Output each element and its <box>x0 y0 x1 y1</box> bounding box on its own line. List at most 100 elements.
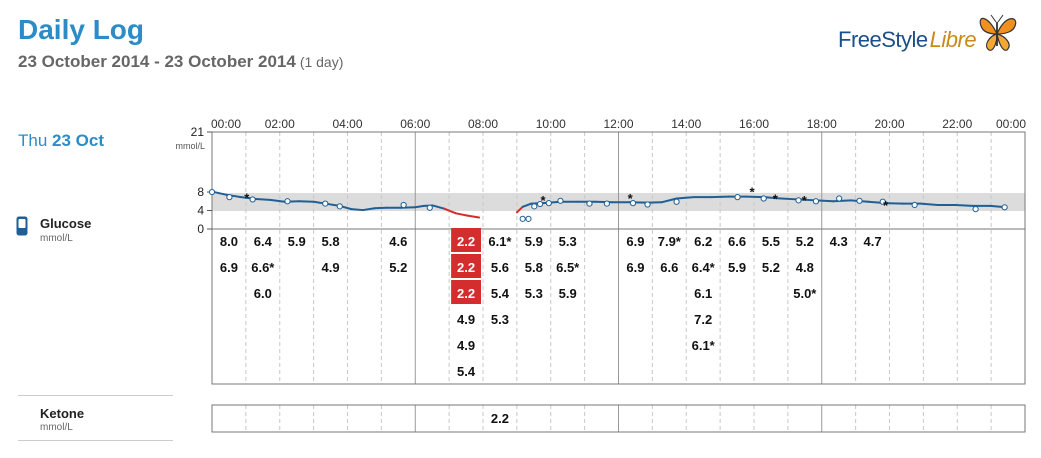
sensor-trace-segment <box>832 199 852 203</box>
low-value-cell <box>451 280 481 304</box>
reading-point <box>795 197 802 204</box>
hourly-value: 2.2 <box>457 286 475 301</box>
reading-point <box>836 195 843 202</box>
hourly-value: 5.9 <box>728 260 746 275</box>
scan-star-marker: * <box>883 198 889 213</box>
hourly-value: 5.9 <box>288 234 306 249</box>
reading-point <box>545 200 552 207</box>
hourly-value: 4.9 <box>322 260 340 275</box>
hourly-value: 4.8 <box>796 260 814 275</box>
hourly-value: 6.6* <box>251 260 275 275</box>
date-range-text: 23 October 2014 - 23 October 2014 <box>18 52 296 71</box>
butterfly-icon <box>979 14 1017 51</box>
section-divider <box>18 395 173 396</box>
hourly-value: 5.0* <box>793 286 817 301</box>
y-tick-label: 21 <box>191 125 205 139</box>
scan-star-marker: * <box>540 193 546 208</box>
sensor-trace-segment <box>466 214 481 219</box>
ketone-label: Ketone <box>40 406 85 421</box>
x-tick-label: 14:00 <box>671 117 701 131</box>
sensor-trace-segment <box>661 197 678 204</box>
section-divider-bottom <box>18 440 173 441</box>
hourly-value: 4.9 <box>457 338 475 353</box>
hourly-value: 6.4 <box>254 234 273 249</box>
hourly-value: 4.7 <box>864 234 882 249</box>
sensor-trace-segment <box>675 196 695 200</box>
scan-star-marker: * <box>628 191 634 206</box>
reading-point <box>557 197 564 204</box>
sensor-trace-segment <box>350 208 364 212</box>
hourly-value: 5.2 <box>796 234 814 249</box>
hourly-value: 5.4 <box>457 364 476 379</box>
hourly-value: 7.2 <box>694 312 712 327</box>
glucose-unit: mmol/L <box>40 233 73 244</box>
x-tick-label: 00:00 <box>996 117 1026 131</box>
hourly-value: 6.1* <box>488 234 512 249</box>
hourly-value: 6.5* <box>556 260 580 275</box>
y-tick-label: 4 <box>197 204 204 218</box>
scan-star-marker: * <box>802 193 808 208</box>
y-unit-label: mmol/L <box>175 141 205 151</box>
hourly-value: 4.6 <box>389 234 407 249</box>
scan-star-marker: * <box>773 191 779 206</box>
reading-point <box>525 215 532 222</box>
hourly-value: 6.6 <box>728 234 746 249</box>
day-label: Thu 23 Oct <box>18 131 104 151</box>
reading-point <box>603 200 610 207</box>
date-range: 23 October 2014 - 23 October 2014 (1 day) <box>18 52 343 72</box>
reading-point <box>322 200 329 207</box>
sensor-trace-segment <box>269 198 286 203</box>
x-tick-label: 22:00 <box>942 117 972 131</box>
hourly-value: 6.9 <box>626 260 644 275</box>
x-tick-label: 10:00 <box>536 117 566 131</box>
hourly-value: 6.2 <box>694 234 712 249</box>
hourly-value: 2.2 <box>457 234 475 249</box>
x-tick-label: 20:00 <box>874 117 904 131</box>
page-title: Daily Log <box>18 14 145 45</box>
hourly-value: 5.3 <box>491 312 509 327</box>
scan-star-marker: * <box>244 191 250 206</box>
glucose-frame <box>211 131 1026 385</box>
hourly-value: 6.6 <box>660 260 678 275</box>
hourly-value: 2.2 <box>457 260 475 275</box>
y-tick-label: 0 <box>197 222 204 236</box>
reading-point <box>1001 204 1008 211</box>
sensor-trace-segment <box>254 197 272 201</box>
reading-point <box>208 188 216 196</box>
x-tick-label: 02:00 <box>265 117 295 131</box>
hourly-value: 5.9 <box>525 234 543 249</box>
x-tick-label: 12:00 <box>603 117 633 131</box>
reading-point <box>400 201 407 209</box>
brand-logo: FreeStyleLibre <box>838 27 977 53</box>
hourly-value: 6.4* <box>692 260 716 275</box>
hourly-value: 5.6 <box>491 260 509 275</box>
sensor-trace-segment <box>443 207 457 215</box>
hourly-value: 6.1* <box>692 338 716 353</box>
day-weekday: Thu <box>18 131 48 150</box>
x-tick-label: 00:00 <box>211 117 241 131</box>
hourly-value: 8.0 <box>220 234 238 249</box>
hourly-value: 6.0 <box>254 286 272 301</box>
hourly-value: 6.1 <box>694 286 712 301</box>
reading-point <box>226 194 233 201</box>
hourly-value: 4.9 <box>457 312 475 327</box>
brand-accent: Libre <box>929 27 977 52</box>
x-tick-label: 06:00 <box>400 117 430 131</box>
glucose-meter-icon <box>16 216 28 236</box>
hourly-value: 5.5 <box>762 234 780 249</box>
reading-point <box>911 201 918 209</box>
reading-point <box>972 206 979 213</box>
reading-point <box>586 200 593 207</box>
hourly-value: 7.9* <box>658 234 682 249</box>
reading-point <box>760 195 767 202</box>
reading-point <box>812 198 820 205</box>
ketone-unit: mmol/L <box>40 422 73 433</box>
reading-point <box>856 197 863 204</box>
x-tick-label: 08:00 <box>468 117 498 131</box>
hourly-value: 5.9 <box>559 286 577 301</box>
scan-star-marker: * <box>750 185 756 200</box>
ketone-frame <box>211 404 1026 433</box>
reading-point <box>673 198 680 205</box>
hourly-value: 5.8 <box>322 234 340 249</box>
